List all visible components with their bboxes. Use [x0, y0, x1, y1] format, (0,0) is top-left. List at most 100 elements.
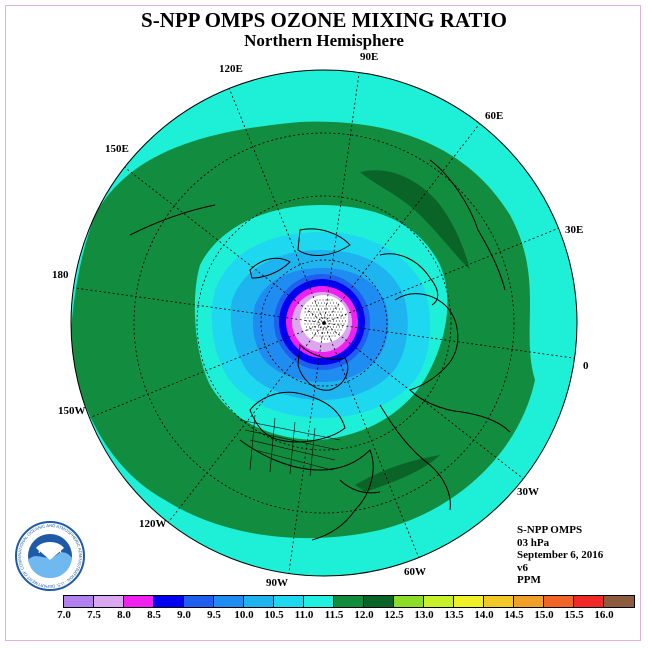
colorbar-tick-label: 11.5: [324, 609, 344, 621]
noaa-logo: NATIONAL OCEANIC AND ATMOSPHERIC ADMINIS…: [14, 520, 85, 591]
colorbar-tick-label: 7.5: [87, 609, 101, 621]
stipple-dot: [316, 317, 318, 319]
colorbar-tick-label: 14.0: [474, 609, 494, 621]
longitude-label-30e: 30E: [565, 224, 584, 236]
stipple-dot: [328, 317, 330, 319]
colorbar-swatch: [334, 596, 364, 607]
colorbar-swatch: [244, 596, 274, 607]
stipple-dot: [331, 317, 333, 319]
longitude-label-60w: 60W: [404, 566, 426, 578]
meridian-line: [167, 322, 325, 523]
stipple-dot: [318, 302, 319, 304]
colorbar-tick-label: 9.5: [207, 609, 221, 621]
stipple-dot: [325, 299, 327, 301]
stipple-dot: [312, 332, 313, 334]
stipple-dot: [334, 317, 336, 319]
stipple-dot: [330, 320, 331, 322]
colorbar-swatch: [574, 596, 604, 607]
chart-title: S-NPP OMPS OZONE MIXING RATIO: [141, 8, 507, 32]
info-instrument: S-NPP OMPS: [517, 524, 583, 536]
stipple-dot: [309, 308, 310, 310]
stipple-dot: [328, 311, 330, 313]
stipple-dot: [327, 302, 328, 304]
stipple-dot: [333, 314, 334, 316]
stipple-dot: [324, 332, 325, 334]
longitude-label-90e: 90E: [360, 51, 379, 63]
stipple-dot: [315, 332, 316, 334]
stipple-dot: [304, 317, 306, 319]
longitude-label-0: 0: [583, 360, 589, 372]
stipple-dot: [313, 317, 315, 319]
stipple-dot: [322, 329, 324, 331]
region-pole: [300, 295, 348, 343]
meridian-line: [323, 322, 524, 480]
stipple-dot: [318, 326, 319, 328]
stipple-dot: [336, 332, 337, 334]
colorbar-tick-label: 9.0: [177, 609, 191, 621]
stipple-dot: [324, 308, 325, 310]
stipple-dot: [304, 323, 306, 325]
stipple-dot: [307, 329, 309, 331]
stipple-dot: [324, 314, 325, 316]
stipple-dot: [318, 314, 319, 316]
stipple-dot: [309, 314, 310, 316]
stipple-dot: [315, 320, 316, 322]
stipple-dot: [313, 311, 315, 313]
stipple-dot: [334, 305, 336, 307]
stipple-dot: [336, 314, 337, 316]
coastlines: [129, 159, 511, 541]
meridian-line: [323, 322, 420, 558]
stipple-dot: [312, 308, 313, 310]
stipple-dot: [336, 326, 337, 328]
stipple-dot: [339, 320, 340, 322]
stipple-dot: [310, 305, 312, 307]
stipple-dot: [339, 308, 340, 310]
stipple-dot: [333, 320, 334, 322]
stipple-dot: [316, 329, 318, 331]
colorbar-swatch: [544, 596, 574, 607]
colorbar-swatch: [154, 596, 184, 607]
stipple-dot: [313, 305, 315, 307]
stipple-dot: [319, 335, 321, 337]
stipple-dot: [304, 311, 306, 313]
colorbar-tick-label: 15.5: [564, 609, 584, 621]
colorbar-tick-label: 8.5: [147, 609, 161, 621]
stipple-dot: [342, 326, 343, 328]
stipple-dot: [343, 323, 345, 325]
stipple-dot: [315, 308, 316, 310]
meridian-line: [89, 322, 325, 419]
meridian-line: [323, 72, 360, 324]
stipple-dot: [319, 323, 321, 325]
info-units: PPM: [517, 574, 541, 586]
meridian-line: [323, 227, 559, 324]
stipple-dot: [319, 329, 321, 331]
stipple-dot: [337, 311, 339, 313]
stipple-dot: [336, 320, 337, 322]
longitude-label-120e: 120E: [219, 63, 243, 75]
stipple-dot: [312, 326, 313, 328]
meridian-line: [124, 166, 325, 324]
stipple-dot: [339, 326, 340, 328]
info-date: September 6, 2016: [517, 549, 604, 561]
stipple-dot: [333, 308, 334, 310]
meridian-line: [323, 322, 575, 359]
colorbar-tick-label: 10.5: [264, 609, 284, 621]
stipple-dot: [321, 332, 322, 334]
stipple-dot: [330, 338, 331, 340]
colorbar-tick-label: 8.0: [117, 609, 131, 621]
stipple-dot: [340, 323, 342, 325]
stipple-dot: [342, 308, 343, 310]
stipple-dot: [312, 302, 313, 304]
stipple-dot: [319, 311, 321, 313]
colorbar-ticks: 7.0 7.5 8.0 8.5 9.0 9.5 10.0 10.5 11.0 11.5 12.0 12…: [0, 609, 648, 623]
colorbar-swatch: [184, 596, 214, 607]
stipple-dot: [313, 323, 315, 325]
stipple-dot: [345, 320, 346, 322]
stipple-dot: [330, 308, 331, 310]
stipple-dot: [325, 329, 327, 331]
meridian-line: [288, 322, 325, 574]
stipple-dot: [331, 335, 333, 337]
colorbar-swatch: [274, 596, 304, 607]
stipple-dot: [316, 299, 318, 301]
